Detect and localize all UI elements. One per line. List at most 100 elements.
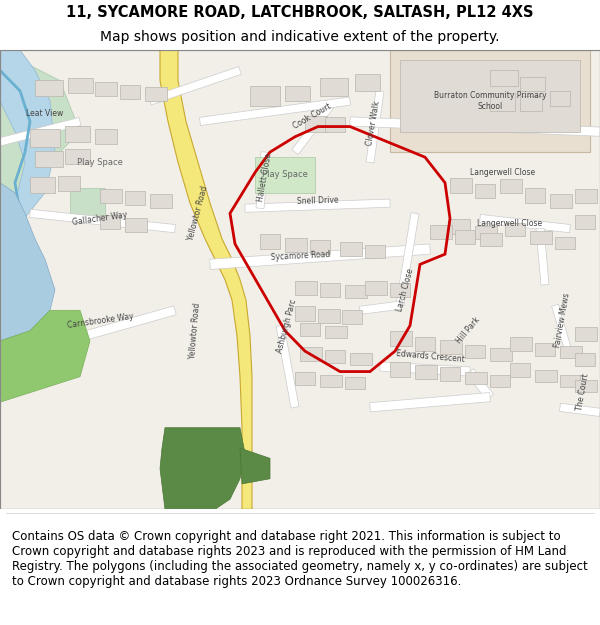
Polygon shape: [350, 117, 600, 136]
Text: Map shows position and indicative extent of the property.: Map shows position and indicative extent…: [100, 31, 500, 44]
Text: Yellowtor Road: Yellowtor Road: [188, 302, 202, 359]
Bar: [35, 151, 63, 168]
Bar: [575, 380, 597, 392]
Bar: [320, 374, 342, 387]
Bar: [505, 222, 525, 236]
Bar: [310, 240, 330, 254]
Text: Fairview Mews: Fairview Mews: [553, 292, 571, 349]
Polygon shape: [29, 209, 175, 232]
Bar: [285, 238, 307, 252]
Bar: [295, 281, 317, 295]
Text: Burraton Community Primary
School: Burraton Community Primary School: [434, 91, 547, 111]
Bar: [550, 91, 570, 106]
Text: 11, SYCAMORE ROAD, LATCHBROOK, SALTASH, PL12 4XS: 11, SYCAMORE ROAD, LATCHBROOK, SALTASH, …: [66, 5, 534, 20]
Text: Leat View: Leat View: [26, 109, 64, 118]
Bar: [390, 282, 410, 297]
Bar: [35, 79, 63, 96]
Bar: [555, 237, 575, 249]
Polygon shape: [292, 104, 333, 154]
Bar: [300, 347, 322, 361]
Bar: [440, 340, 462, 354]
Polygon shape: [160, 428, 245, 509]
Bar: [450, 177, 472, 193]
Bar: [345, 285, 367, 298]
Bar: [575, 189, 597, 203]
Bar: [65, 126, 90, 142]
Text: Play Space: Play Space: [262, 170, 308, 179]
Bar: [350, 353, 372, 366]
Polygon shape: [70, 188, 105, 218]
Bar: [575, 327, 597, 341]
Bar: [255, 157, 315, 193]
Bar: [30, 177, 55, 193]
Polygon shape: [359, 301, 400, 314]
Polygon shape: [256, 152, 269, 209]
Bar: [285, 86, 310, 101]
Polygon shape: [160, 50, 252, 509]
Bar: [500, 179, 522, 193]
Bar: [305, 116, 327, 132]
Bar: [320, 78, 348, 96]
Bar: [490, 93, 515, 111]
Polygon shape: [536, 228, 549, 285]
Bar: [455, 229, 475, 244]
Polygon shape: [560, 403, 600, 416]
Bar: [535, 343, 555, 356]
Bar: [95, 129, 117, 144]
Bar: [490, 348, 512, 361]
Polygon shape: [370, 392, 490, 412]
Text: Edwards Crescent: Edwards Crescent: [395, 349, 464, 364]
Bar: [325, 326, 347, 338]
Bar: [390, 362, 410, 377]
Bar: [415, 337, 435, 351]
Polygon shape: [240, 448, 270, 484]
Bar: [320, 282, 340, 297]
Bar: [300, 322, 320, 336]
Polygon shape: [276, 325, 299, 408]
Text: Carnsbrooke Way: Carnsbrooke Way: [67, 311, 134, 329]
Text: Langerwell Close: Langerwell Close: [470, 168, 536, 177]
Bar: [260, 234, 280, 249]
Bar: [340, 242, 362, 256]
Bar: [295, 371, 315, 385]
Bar: [430, 224, 452, 239]
Bar: [575, 353, 595, 366]
Bar: [560, 374, 580, 387]
Bar: [390, 331, 412, 346]
Bar: [150, 194, 172, 208]
Bar: [475, 226, 497, 239]
Bar: [575, 216, 595, 229]
Text: Hallett Close: Hallett Close: [256, 152, 274, 202]
Bar: [560, 346, 582, 358]
Bar: [345, 377, 365, 389]
Polygon shape: [245, 199, 390, 212]
Text: Cook Court: Cook Court: [292, 102, 332, 131]
Bar: [365, 245, 385, 258]
Bar: [325, 118, 345, 132]
Text: Gallacher Way: Gallacher Way: [72, 210, 128, 227]
Text: Play Space: Play Space: [77, 158, 123, 167]
Bar: [30, 129, 60, 147]
Polygon shape: [551, 304, 574, 358]
Bar: [465, 371, 487, 384]
Bar: [520, 96, 542, 111]
Text: Contains OS data © Crown copyright and database right 2021. This information is : Contains OS data © Crown copyright and d…: [12, 530, 588, 588]
Bar: [325, 350, 345, 363]
Polygon shape: [466, 369, 494, 400]
Bar: [125, 191, 145, 205]
Bar: [318, 309, 340, 322]
Text: Sycamore Road: Sycamore Road: [270, 250, 330, 262]
Bar: [100, 189, 122, 203]
Bar: [510, 337, 532, 351]
Text: Langerwell Close: Langerwell Close: [478, 219, 542, 228]
Polygon shape: [149, 66, 241, 105]
Bar: [450, 219, 470, 234]
Bar: [295, 306, 315, 321]
Polygon shape: [396, 213, 419, 306]
Text: Snell Drive: Snell Drive: [297, 196, 339, 206]
Polygon shape: [366, 90, 384, 163]
Text: Ashburgh Parc: Ashburgh Parc: [275, 298, 299, 354]
Bar: [342, 310, 362, 324]
Bar: [400, 60, 580, 132]
Text: Larch Close: Larch Close: [395, 268, 415, 312]
